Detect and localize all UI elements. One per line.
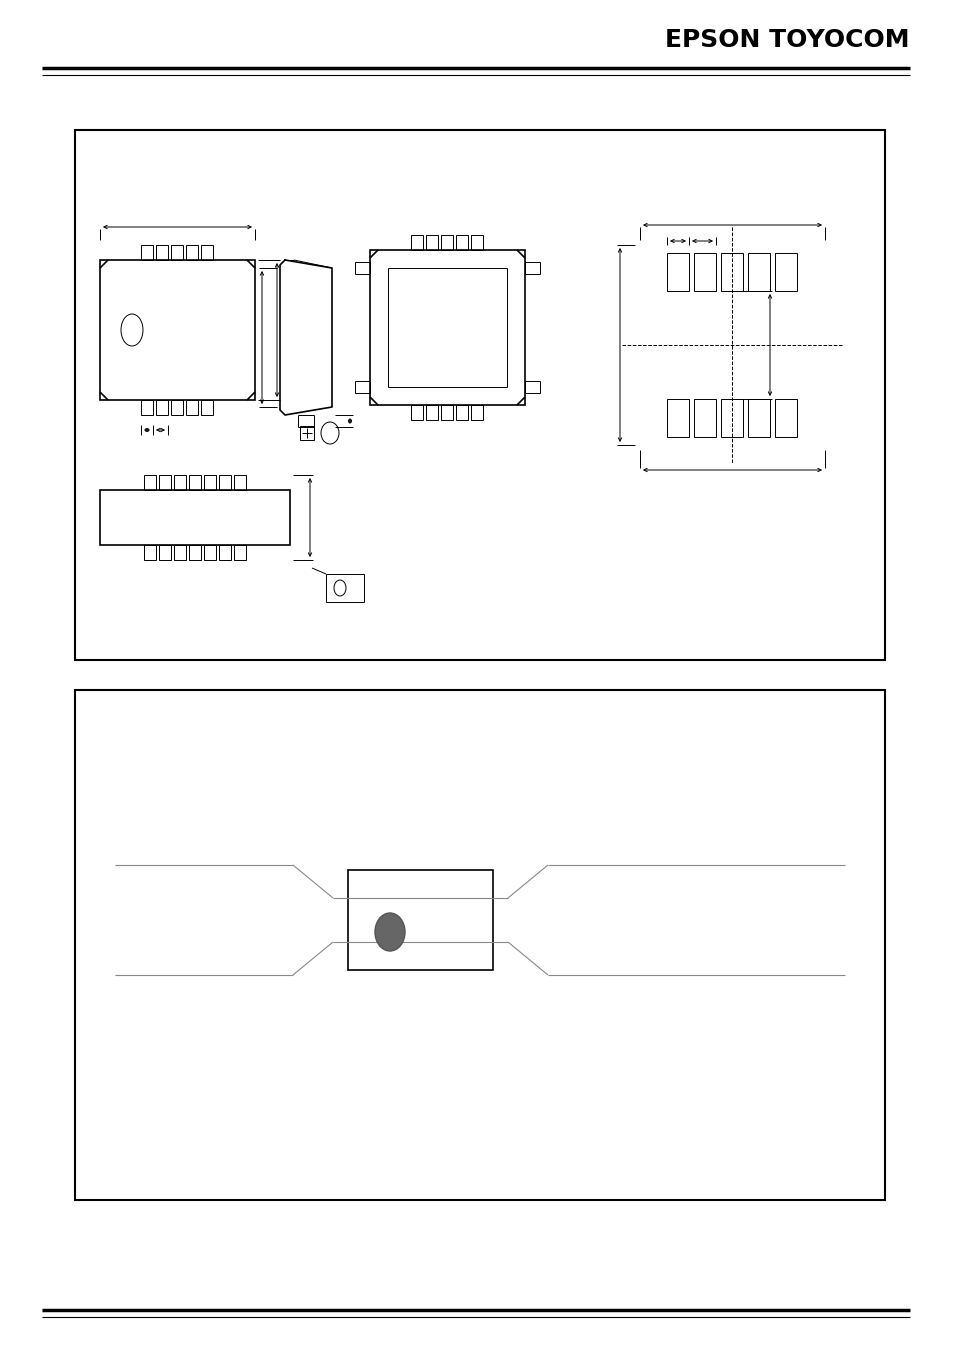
Bar <box>201 245 213 259</box>
Text: EPSON TOYOCOM: EPSON TOYOCOM <box>665 28 909 51</box>
Bar <box>471 405 482 420</box>
Bar <box>141 400 152 415</box>
Bar <box>774 253 796 290</box>
Bar <box>75 130 884 661</box>
Bar <box>201 400 213 415</box>
Bar <box>189 544 201 561</box>
Bar <box>171 400 183 415</box>
Bar <box>471 235 482 250</box>
Bar <box>388 267 506 386</box>
Bar <box>747 399 769 436</box>
Bar <box>411 405 422 420</box>
Bar <box>173 476 186 490</box>
Bar <box>159 544 171 561</box>
Bar <box>411 235 422 250</box>
Bar <box>144 476 156 490</box>
Bar <box>355 381 370 393</box>
Bar <box>720 253 742 290</box>
Bar <box>693 253 716 290</box>
Bar <box>189 476 201 490</box>
Bar <box>75 690 884 1200</box>
Bar <box>348 870 493 970</box>
Bar <box>299 426 314 440</box>
Bar <box>666 399 688 436</box>
Ellipse shape <box>375 913 405 951</box>
Bar <box>456 235 468 250</box>
Bar <box>156 400 168 415</box>
Bar <box>233 544 246 561</box>
Bar <box>524 262 539 274</box>
Bar <box>173 544 186 561</box>
Bar <box>426 235 437 250</box>
Bar <box>204 544 215 561</box>
Bar <box>370 250 524 405</box>
Bar <box>693 399 716 436</box>
Bar <box>219 544 231 561</box>
Bar <box>100 259 254 400</box>
Bar <box>219 476 231 490</box>
Bar <box>720 399 742 436</box>
Bar <box>440 235 453 250</box>
Bar <box>186 400 198 415</box>
Bar <box>666 253 688 290</box>
Bar <box>233 476 246 490</box>
Bar <box>156 245 168 259</box>
Bar <box>186 245 198 259</box>
Bar <box>144 544 156 561</box>
Bar <box>171 245 183 259</box>
Bar <box>747 253 769 290</box>
Bar <box>204 476 215 490</box>
Bar <box>355 262 370 274</box>
Bar <box>774 399 796 436</box>
Bar <box>159 476 171 490</box>
Bar <box>141 245 152 259</box>
Bar <box>440 405 453 420</box>
Bar <box>524 381 539 393</box>
Bar <box>426 405 437 420</box>
Bar <box>326 574 364 603</box>
Bar <box>456 405 468 420</box>
Bar <box>100 490 290 544</box>
